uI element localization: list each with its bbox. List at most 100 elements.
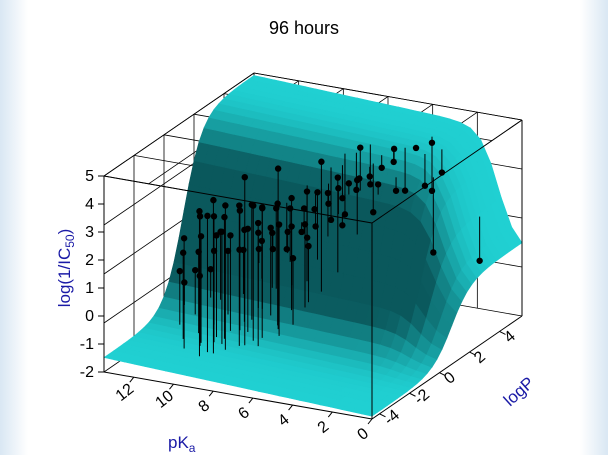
grid-line — [253, 72, 523, 121]
data-point — [224, 247, 232, 255]
data-point — [222, 202, 229, 209]
data-point — [303, 188, 311, 195]
data-point — [378, 164, 385, 171]
data-point — [318, 158, 325, 165]
data-point — [195, 248, 202, 256]
data-point — [305, 242, 312, 250]
x-tick-mark — [129, 376, 135, 383]
data-point — [311, 206, 318, 213]
grid-line — [103, 72, 255, 177]
x-tick-mark — [367, 418, 373, 425]
data-point — [367, 181, 374, 188]
data-point — [339, 194, 346, 202]
data-point — [181, 279, 188, 286]
data-point — [301, 221, 309, 228]
data-point — [244, 225, 252, 232]
data-point — [255, 245, 263, 253]
data-point — [476, 257, 483, 264]
data-point — [341, 211, 349, 218]
y-tick-mark — [379, 413, 386, 418]
x-tick-label: 6 — [235, 404, 253, 423]
data-point — [236, 246, 243, 253]
y-tick-mark — [439, 372, 446, 377]
data-point — [267, 224, 274, 232]
x-tick-mark — [288, 404, 293, 411]
data-point — [269, 245, 277, 253]
data-point — [204, 212, 211, 220]
data-point — [210, 247, 218, 255]
data-point — [192, 266, 199, 274]
y-tick-mark — [409, 392, 416, 397]
data-point — [207, 265, 214, 273]
z-tick-label: 5 — [85, 168, 94, 185]
data-point — [325, 200, 332, 207]
box-edge — [371, 119, 523, 224]
x-tick-label: 2 — [315, 418, 333, 437]
z-tick-label: 1 — [85, 280, 94, 297]
data-point — [176, 267, 183, 275]
data-point — [312, 223, 319, 230]
y-tick-mark — [499, 331, 506, 335]
data-point — [401, 187, 409, 194]
x-tick-label: 0 — [354, 425, 372, 444]
data-point — [210, 213, 218, 220]
x-axis-label: pKa — [168, 433, 196, 455]
data-point — [255, 229, 262, 236]
data-point — [221, 213, 228, 221]
box-edge — [103, 371, 373, 420]
data-point — [390, 158, 397, 166]
data-point — [390, 145, 398, 153]
x-tick-mark — [248, 397, 254, 404]
data-point — [248, 201, 256, 208]
data-point — [269, 229, 276, 237]
data-point — [353, 186, 360, 194]
z-tick-label: 4 — [85, 196, 94, 213]
point-stems — [179, 136, 481, 357]
x-tick-mark — [169, 383, 174, 390]
y-tick-label: 4 — [501, 328, 519, 347]
data-point — [275, 221, 283, 228]
data-point — [197, 233, 205, 240]
data-point — [210, 196, 217, 204]
data-point — [339, 222, 346, 229]
data-point — [428, 139, 436, 146]
data-point — [288, 194, 295, 202]
data-point — [392, 187, 400, 194]
box-edges — [103, 119, 523, 420]
data-points — [176, 139, 483, 286]
data-point — [366, 173, 373, 180]
data-point — [357, 144, 364, 151]
data-point — [196, 213, 204, 220]
data-point — [236, 202, 243, 209]
data-point — [283, 245, 290, 253]
z-axis-label: log(1/IC50) — [55, 229, 77, 308]
data-point — [314, 189, 321, 196]
data-point — [236, 207, 244, 214]
x-tick-label: 12 — [113, 380, 138, 404]
data-point — [217, 228, 224, 235]
data-point — [300, 205, 308, 212]
data-point — [428, 187, 436, 195]
data-point — [289, 255, 297, 262]
data-point — [227, 232, 234, 239]
data-point — [284, 228, 291, 236]
data-point — [241, 173, 248, 181]
x-tick-mark — [208, 390, 214, 397]
z-tick-label: 2 — [85, 252, 94, 269]
data-point — [334, 174, 342, 181]
x-tick-mark — [327, 411, 333, 418]
z-tick-label: 0 — [85, 308, 94, 325]
data-point — [213, 232, 220, 239]
z-tick-label: 3 — [85, 224, 94, 241]
x-tick-label: 8 — [196, 397, 214, 416]
data-point — [274, 165, 282, 172]
data-point — [374, 181, 382, 188]
data-point — [288, 223, 295, 230]
data-point — [258, 237, 266, 245]
box-edge — [103, 175, 373, 224]
data-point — [327, 216, 335, 224]
data-point — [196, 208, 203, 215]
data-point — [298, 228, 305, 236]
